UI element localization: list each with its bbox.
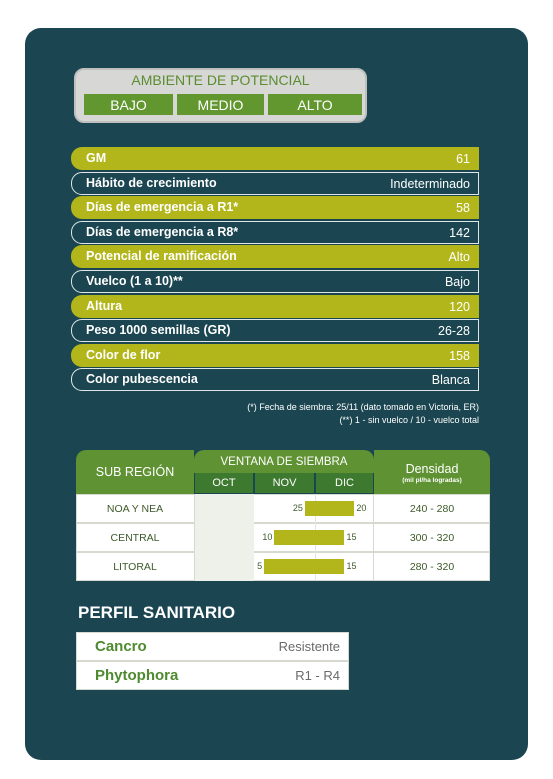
spec-value: Bajo	[444, 275, 470, 289]
window-start: 25	[292, 503, 303, 513]
month-header: OCT	[195, 473, 253, 493]
ambiente-option: ALTO	[268, 94, 362, 115]
region-cell: NOA Y NEA	[106, 502, 164, 515]
spec-row	[71, 220, 479, 244]
oct-cell	[194, 552, 254, 581]
ambiente-option: BAJO	[84, 94, 173, 115]
table-head-density-unit: (mil pl/ha logradas)	[402, 477, 462, 484]
spec-label: Días de emergencia a R8*	[86, 224, 239, 239]
spec-row	[71, 294, 479, 318]
window-end: 15	[346, 532, 357, 542]
region-cell: CENTRAL	[110, 531, 160, 544]
resistance: R1 - R4	[295, 668, 340, 683]
spec-label: Color de flor	[86, 347, 161, 362]
spec-value: 142	[449, 225, 470, 240]
spec-label: Altura	[86, 298, 123, 313]
spec-value: 158	[449, 348, 470, 363]
spec-row	[71, 196, 479, 220]
resistance: Resistente	[278, 639, 340, 654]
spec-row	[71, 343, 479, 367]
window-start: 10	[262, 532, 273, 542]
region-cell: LITORAL	[113, 560, 157, 573]
spec-value: Blanca	[431, 373, 470, 388]
spec-value: 120	[449, 299, 470, 314]
spec-row	[71, 270, 479, 293]
spec-row	[71, 368, 479, 392]
spec-label: Color pubescencia	[86, 372, 198, 387]
table-head-window: VENTANA DE SIEMBRA	[194, 450, 374, 473]
month-header: NOV	[255, 473, 314, 493]
spec-label: GM	[86, 151, 107, 165]
spec-row	[71, 319, 479, 343]
spec-value: 61	[456, 152, 470, 166]
footnote: (**) 1 - sin vuelco / 10 - vuelco total	[339, 415, 479, 425]
ambiente-title: AMBIENTE DE POTENCIAL	[131, 72, 310, 88]
window-bar	[304, 501, 355, 516]
month-header: DIC	[316, 473, 373, 493]
disease: Cancro	[95, 638, 147, 655]
window-end: 15	[346, 561, 357, 571]
sanitario-title: PERFIL SANITARIO	[78, 603, 236, 622]
spec-value: 58	[456, 201, 470, 216]
spec-label: Hábito de crecimiento	[86, 175, 217, 190]
oct-cell	[194, 523, 254, 552]
density-cell: 280 - 320	[409, 560, 455, 573]
spec-label: Días de emergencia a R1*	[86, 200, 239, 215]
ambiente-option: MEDIO	[177, 94, 264, 115]
window-start: 5	[257, 561, 263, 571]
table-head-region: SUB REGIÓN	[76, 450, 194, 494]
density-cell: 240 - 280	[409, 502, 455, 515]
oct-cell	[194, 494, 254, 523]
spec-label: Vuelco (1 a 10)**	[86, 274, 183, 288]
table-head-density-bg	[374, 450, 490, 494]
spec-row	[71, 171, 479, 195]
spec-label: Peso 1000 semillas (GR)	[86, 323, 231, 338]
spec-value: Indeterminado	[390, 176, 470, 191]
spec-value: 26-28	[438, 324, 470, 339]
sanitario-row	[76, 661, 349, 690]
footnote: (*) Fecha de siembra: 25/11 (dato tomado…	[247, 402, 479, 412]
spec-row	[71, 245, 479, 269]
density-cell: 300 - 320	[409, 531, 455, 544]
spec-row	[71, 147, 479, 170]
spec-label: Potencial de ramificación	[86, 249, 237, 264]
window-bar	[264, 559, 345, 574]
spec-value: Alto	[448, 250, 470, 265]
window-bar	[274, 530, 345, 545]
table-row	[76, 494, 490, 523]
table-head-density: Densidad	[405, 462, 459, 476]
sanitario-row	[76, 632, 349, 661]
window-end: 20	[356, 503, 367, 513]
disease: Phytophora	[95, 667, 179, 684]
